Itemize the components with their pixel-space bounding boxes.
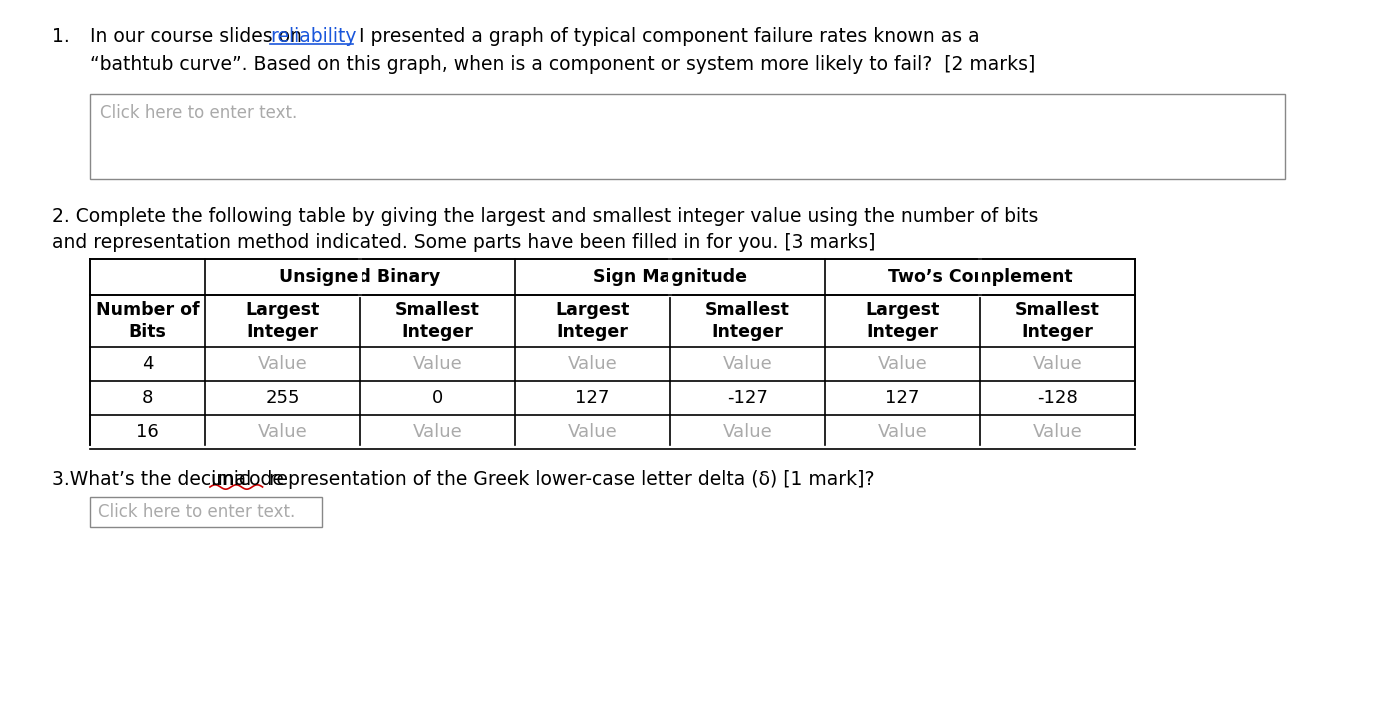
Text: 0: 0 <box>432 389 443 407</box>
Text: Value: Value <box>877 423 927 441</box>
Text: Value: Value <box>1033 423 1082 441</box>
Text: 16: 16 <box>136 423 160 441</box>
Text: 255: 255 <box>265 389 300 407</box>
Text: unicode: unicode <box>210 470 283 489</box>
Text: Smallest
Integer: Smallest Integer <box>1015 301 1100 341</box>
Text: Click here to enter text.: Click here to enter text. <box>98 503 296 521</box>
Text: representation of the Greek lower-case letter delta (δ) [1 mark]?: representation of the Greek lower-case l… <box>263 470 874 489</box>
Text: 127: 127 <box>886 389 920 407</box>
Text: Value: Value <box>1033 355 1082 373</box>
Text: Click here to enter text.: Click here to enter text. <box>100 104 297 122</box>
Text: Largest
Integer: Largest Integer <box>245 301 319 341</box>
Text: Value: Value <box>568 423 617 441</box>
Text: 4: 4 <box>142 355 153 373</box>
Text: 1.: 1. <box>52 27 70 46</box>
Text: Value: Value <box>723 423 773 441</box>
Text: Value: Value <box>568 355 617 373</box>
Text: Value: Value <box>257 355 308 373</box>
Text: reliability: reliability <box>271 27 358 46</box>
Text: “bathtub curve”. Based on this graph, when is a component or system more likely : “bathtub curve”. Based on this graph, wh… <box>89 55 1035 74</box>
Text: 8: 8 <box>142 389 153 407</box>
Text: 3.What’s the decimal: 3.What’s the decimal <box>52 470 257 489</box>
Text: Smallest
Integer: Smallest Integer <box>395 301 480 341</box>
Text: Largest
Integer: Largest Integer <box>556 301 630 341</box>
Text: Largest
Integer: Largest Integer <box>865 301 939 341</box>
Text: and representation method indicated. Some parts have been filled in for you. [3 : and representation method indicated. Som… <box>52 233 876 252</box>
Text: Unsigned Binary: Unsigned Binary <box>279 268 440 286</box>
Text: Value: Value <box>412 423 462 441</box>
Text: Number of
Bits: Number of Bits <box>96 301 199 341</box>
Text: Value: Value <box>412 355 462 373</box>
Text: Value: Value <box>723 355 773 373</box>
Text: -127: -127 <box>727 389 767 407</box>
FancyBboxPatch shape <box>89 94 1286 179</box>
Text: In our course slides on: In our course slides on <box>89 27 308 46</box>
Text: Two’s Complement: Two’s Complement <box>888 268 1072 286</box>
Text: 127: 127 <box>575 389 609 407</box>
Text: I presented a graph of typical component failure rates known as a: I presented a graph of typical component… <box>353 27 980 46</box>
Text: Value: Value <box>257 423 308 441</box>
Text: -128: -128 <box>1037 389 1078 407</box>
Text: Sign Magnitude: Sign Magnitude <box>593 268 747 286</box>
Text: 2. Complete the following table by giving the largest and smallest integer value: 2. Complete the following table by givin… <box>52 207 1038 226</box>
Text: Smallest
Integer: Smallest Integer <box>705 301 789 341</box>
FancyBboxPatch shape <box>89 497 322 527</box>
Text: Value: Value <box>877 355 927 373</box>
